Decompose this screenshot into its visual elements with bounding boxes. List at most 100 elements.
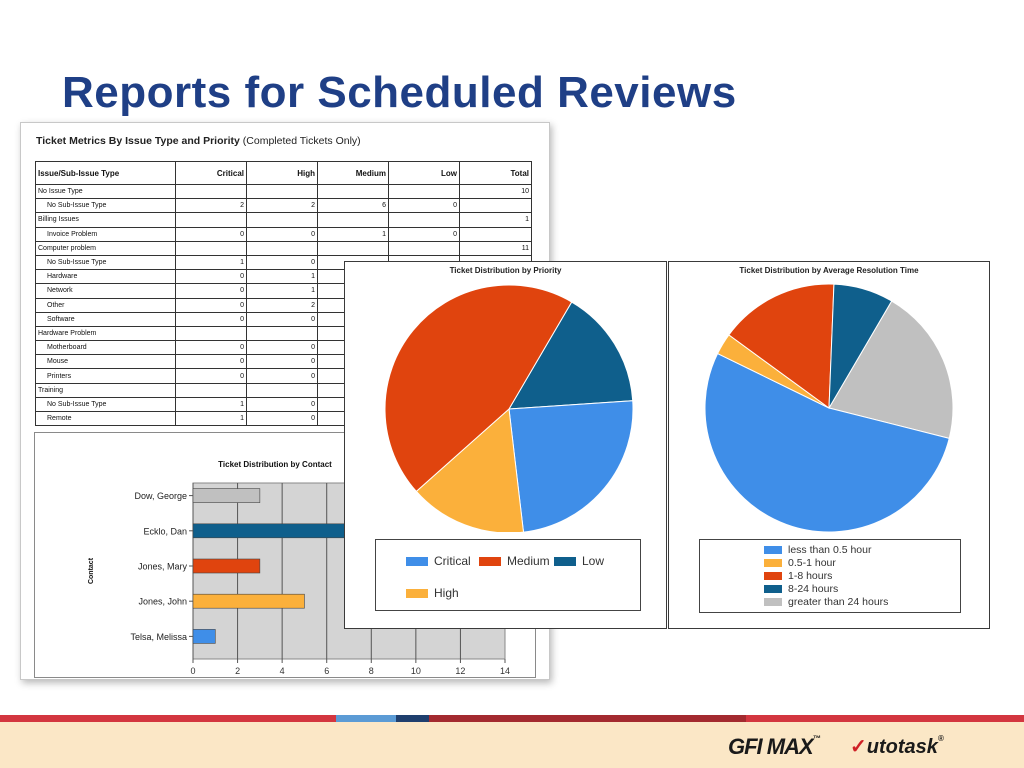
bar — [192, 488, 261, 503]
table-cell — [459, 198, 532, 214]
table-cell — [175, 325, 247, 342]
row-label: Motherboard — [35, 340, 176, 356]
x-tick-label: 4 — [280, 666, 285, 676]
table-cell: 1 — [317, 226, 389, 242]
bar — [192, 629, 216, 644]
table-cell: 0 — [175, 340, 247, 356]
row-label: No Sub-Issue Type — [35, 396, 176, 413]
legend-swatch — [764, 585, 782, 594]
x-tick-label: 10 — [411, 666, 421, 676]
category-label: Telsa, Melissa — [130, 632, 187, 642]
priority-pie-svg — [384, 284, 634, 532]
pie-slice — [828, 283, 893, 409]
legend-swatch — [764, 559, 782, 568]
column-header: Critical — [175, 161, 247, 185]
row-label: Other — [35, 297, 176, 313]
gfi-max-logo: GFI MAX™ — [728, 734, 821, 759]
table-cell: 0 — [175, 297, 247, 313]
legend-swatch — [479, 557, 501, 567]
table-cell — [317, 183, 389, 200]
table-cell: 0 — [175, 368, 247, 384]
table-group-row: Billing Issues 1 — [35, 212, 532, 228]
table-cell: 0 — [246, 354, 318, 370]
column-header: Medium — [317, 161, 389, 185]
row-label: Training — [35, 382, 176, 398]
bar — [192, 593, 305, 609]
table-cell — [246, 382, 318, 398]
table-cell: 1 — [175, 410, 247, 427]
x-tick-label: 6 — [324, 666, 329, 676]
table-cell: 1 — [246, 283, 318, 299]
row-label: Billing Issues — [35, 212, 176, 228]
table-cell: 1 — [175, 254, 247, 271]
category-label: Ecklo, Dan — [143, 526, 187, 536]
pie-slice — [704, 352, 950, 532]
pie-slice — [508, 400, 634, 532]
row-label: Invoice Problem — [35, 226, 176, 242]
legend-item-high: High — [406, 586, 459, 600]
column-header: High — [246, 161, 318, 185]
table-cell — [175, 240, 247, 256]
table-cell: 0 — [246, 340, 318, 356]
footer-stripe-navy — [396, 715, 429, 722]
legend-swatch — [764, 546, 782, 555]
pie-slice — [384, 284, 573, 493]
table-header-row: Issue/Sub-Issue Type Critical High Medium Lo… — [35, 161, 532, 185]
table-cell: 0 — [175, 226, 247, 242]
legend-item-low: Low — [554, 554, 604, 568]
x-tick-label: 2 — [235, 666, 240, 676]
table-cell: 2 — [246, 297, 318, 313]
table-cell: 0 — [175, 283, 247, 299]
bar-chart-title: Ticket Distribution by Contact — [218, 460, 332, 469]
row-label: Mouse — [35, 354, 176, 370]
pie-slice — [415, 407, 524, 532]
table-cell: 10 — [459, 183, 532, 200]
column-header: Total — [459, 161, 532, 185]
resolution-pie-svg — [704, 283, 954, 532]
resolution-legend: less than 0.5 hour 0.5-1 hour 1-8 hours … — [699, 539, 961, 613]
column-header: Issue/Sub-Issue Type — [35, 161, 176, 185]
category-label: Dow, George — [134, 491, 187, 501]
table-cell: 1 — [246, 269, 318, 285]
footer-stripe-lightblue — [336, 715, 396, 722]
table-cell: 11 — [459, 240, 532, 256]
legend-item-half-to-one-hour: 0.5-1 hour — [764, 557, 836, 569]
y-axis-label: Contact — [88, 557, 95, 584]
table-cell: 1 — [175, 396, 247, 413]
table-cell — [388, 212, 460, 228]
legend-item-gt-24-hours: greater than 24 hours — [764, 596, 888, 608]
footer-stripe-red — [0, 715, 336, 722]
table-cell: 0 — [246, 368, 318, 384]
table-row: No Sub-Issue Type 2 2 6 0 — [35, 198, 532, 214]
legend-swatch — [554, 557, 576, 567]
category-label: Jones, Mary — [138, 562, 188, 572]
row-label: Hardware Problem — [35, 325, 176, 342]
table-cell — [246, 183, 318, 200]
row-label: No Sub-Issue Type — [35, 254, 176, 271]
footer-stripe-red-right — [746, 715, 1024, 722]
table-cell — [388, 240, 460, 256]
resolution-pie-panel: Ticket Distribution by Average Resolutio… — [668, 261, 990, 629]
table-cell — [175, 212, 247, 228]
row-label: Computer problem — [35, 240, 176, 256]
resolution-pie-title: Ticket Distribution by Average Resolutio… — [739, 266, 919, 275]
slide-title: Reports for Scheduled Reviews — [62, 68, 737, 117]
report-title-note: (Completed Tickets Only) — [242, 135, 361, 147]
table-cell: 2 — [246, 198, 318, 214]
legend-item-lt-half-hour: less than 0.5 hour — [764, 544, 871, 556]
table-group-row: No Issue Type 10 — [35, 183, 532, 200]
pie-slice — [828, 300, 954, 439]
table-cell: 0 — [388, 198, 460, 214]
table-cell: 1 — [459, 212, 532, 228]
table-cell: 2 — [175, 198, 247, 214]
table-cell: 0 — [246, 410, 318, 427]
legend-swatch — [764, 572, 782, 581]
legend-item-medium: Medium — [479, 554, 550, 568]
table-cell — [246, 325, 318, 342]
legend-item-eight-to-24-hours: 8-24 hours — [764, 583, 838, 595]
table-cell — [459, 226, 532, 242]
table-cell — [246, 240, 318, 256]
x-tick-label: 12 — [455, 666, 465, 676]
pie-slice — [508, 301, 634, 410]
table-cell: 0 — [175, 311, 247, 327]
